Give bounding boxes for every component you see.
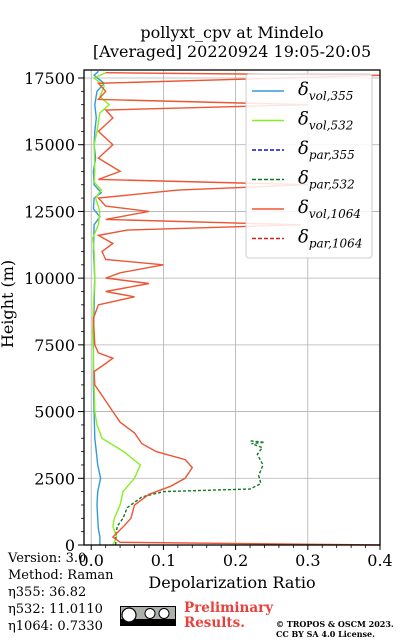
eta1064-text: η1064: 0.7330 bbox=[8, 619, 103, 634]
x-tick-label: 0.0 bbox=[78, 551, 103, 570]
preliminary-line1: Preliminary bbox=[184, 600, 274, 616]
preliminary-results-note: Preliminary Results. bbox=[184, 601, 273, 631]
series-line-vol-532 bbox=[91, 72, 142, 546]
x-tick-label: 0.4 bbox=[367, 551, 392, 570]
plot-frame bbox=[83, 69, 381, 546]
credit-line2: CC BY SA 4.0 License. bbox=[276, 629, 375, 639]
legend-entry: δpar,532 bbox=[298, 168, 355, 192]
method-text: Method: Raman bbox=[8, 568, 114, 583]
x-tick-label: 0.1 bbox=[151, 551, 176, 570]
credit-note: © TROPOS & OSCM 2023. CC BY SA 4.0 Licen… bbox=[276, 619, 394, 639]
eta532-text: η532: 11.0110 bbox=[8, 602, 103, 617]
series-line-par-532 bbox=[115, 440, 265, 545]
x-tick-label: 0.3 bbox=[295, 551, 320, 570]
credit-line1: © TROPOS & OSCM 2023. bbox=[276, 619, 394, 629]
footer-info: Version: 3.0 Method: Raman η355: 36.82 η… bbox=[8, 550, 114, 635]
y-tick-label: 10000 bbox=[24, 269, 75, 288]
y-tick-label: 0 bbox=[65, 536, 75, 555]
chart-title-line1: pollyxt_cpv at Mindelo bbox=[140, 23, 323, 42]
chart-title-line2: [Averaged] 20220924 19:05-20:05 bbox=[93, 42, 371, 61]
legend-entry: δvol,532 bbox=[298, 109, 353, 133]
y-axis-label: Height (m) bbox=[0, 260, 17, 348]
x-tick-label: 0.2 bbox=[223, 551, 248, 570]
y-tick-label: 7500 bbox=[34, 336, 75, 355]
legend-entry: δpar,355 bbox=[298, 138, 355, 162]
y-tick-label: 15000 bbox=[24, 136, 75, 155]
y-tick-label: 2500 bbox=[34, 469, 75, 488]
series-line-vol-355 bbox=[92, 70, 106, 545]
series-lines bbox=[91, 70, 381, 546]
legend: δvol,355 δvol,532 δpar,355 δpar,532 δvol,106… bbox=[245, 73, 373, 259]
y-tick-label: 5000 bbox=[34, 403, 75, 422]
eta355-text: η355: 36.82 bbox=[8, 585, 87, 600]
legend-entry: δpar,1064 bbox=[298, 227, 362, 251]
x-axis-label: Depolarization Ratio bbox=[148, 573, 315, 592]
legend-entry: δvol,355 bbox=[298, 79, 353, 103]
version-text: Version: 3.0 bbox=[8, 551, 87, 566]
legend-entry: δvol,1064 bbox=[298, 197, 361, 221]
y-tick-label: 12500 bbox=[24, 202, 75, 221]
axis-ticks: 0.0 0.1 0.2 0.3 0.4 0 2500 5000 7500 10000 12500 15… bbox=[24, 69, 393, 570]
series-line-vol-1064 bbox=[92, 72, 381, 546]
y-tick-label: 17500 bbox=[24, 69, 75, 88]
cc-by-sa-license-icon bbox=[120, 606, 176, 626]
preliminary-line2: Results. bbox=[184, 615, 245, 631]
